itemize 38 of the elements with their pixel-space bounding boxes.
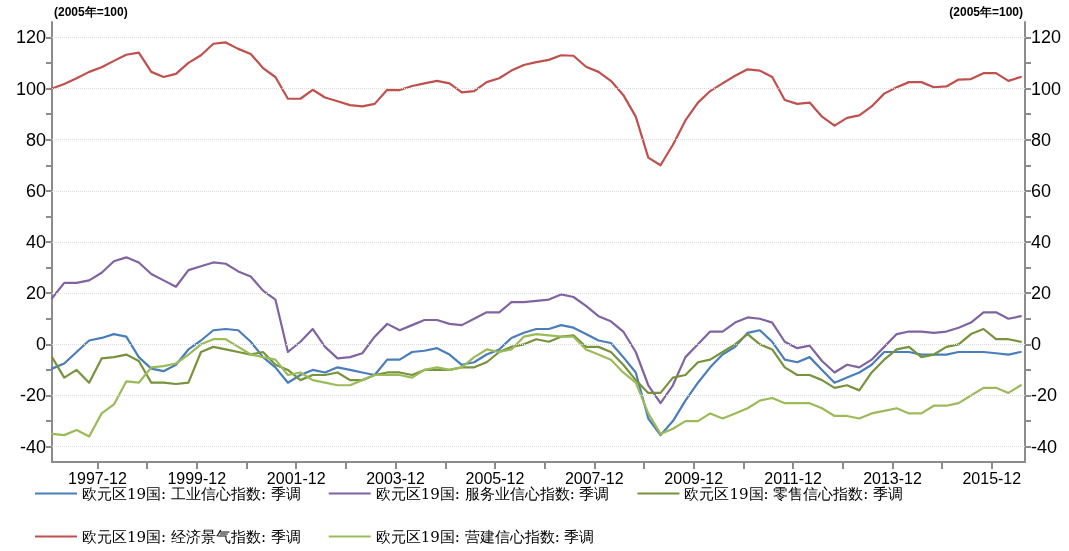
y-tick-label: 80 xyxy=(25,129,46,150)
line-series xyxy=(50,327,1022,395)
y2-tick-label: 0 xyxy=(1031,334,1042,355)
x-tick-label: 2007-12 xyxy=(564,469,624,487)
y-tick-label: -40 xyxy=(19,436,46,457)
y2-tick-label: 100 xyxy=(1031,78,1062,99)
legend-label: 欧元区19国: 工业信心指数: 季调 xyxy=(82,484,301,503)
x-tick-label: 2003-12 xyxy=(366,469,425,487)
x-tick-label: 2015-12 xyxy=(962,469,1022,487)
y-tick-label: 0 xyxy=(35,334,46,355)
y-tick-label: 120 xyxy=(15,27,46,48)
x-tick-label: 2011-12 xyxy=(764,469,822,487)
legend-label: 欧元区19国: 经济景气指数: 季调 xyxy=(82,527,301,546)
y-tick-label: 40 xyxy=(25,232,46,252)
x-tick-label: 2009-12 xyxy=(664,469,724,487)
y2-tick-label: 40 xyxy=(1031,232,1052,252)
x-tick-label: 2013-12 xyxy=(863,469,922,487)
y2-tick-label: 80 xyxy=(1031,129,1052,150)
legend-label: 欧元区19国: 零售信心指数: 季调 xyxy=(684,484,904,503)
y-tick-label: 20 xyxy=(25,283,46,304)
y2-tick-label: 60 xyxy=(1031,180,1052,201)
y2-tick-label: 20 xyxy=(1031,283,1052,304)
y2-tick-label: 120 xyxy=(1031,27,1062,48)
x-tick-label: 1999-12 xyxy=(167,469,227,487)
y-tick-label: 100 xyxy=(15,78,46,99)
line-series xyxy=(50,41,1022,167)
x-tick-label: 1997-12 xyxy=(68,469,127,487)
y-axis-title: (2005年=100) xyxy=(54,5,128,19)
y-tick-label: -20 xyxy=(19,385,46,406)
y-tick-label: 60 xyxy=(25,180,46,201)
line-series xyxy=(50,256,1022,405)
legend-label: 欧元区19国: 服务业信心指数: 季调 xyxy=(375,484,610,503)
y2-axis-title: (2005年=100) xyxy=(949,5,1023,19)
y2-tick-label: -40 xyxy=(1031,436,1058,457)
x-tick-label: 2005-12 xyxy=(465,469,525,487)
legend-label: 欧元区19国: 营建信心指数: 季调 xyxy=(375,527,595,546)
y2-tick-label: -20 xyxy=(1031,385,1058,406)
x-tick-label: 2001-12 xyxy=(266,469,326,487)
